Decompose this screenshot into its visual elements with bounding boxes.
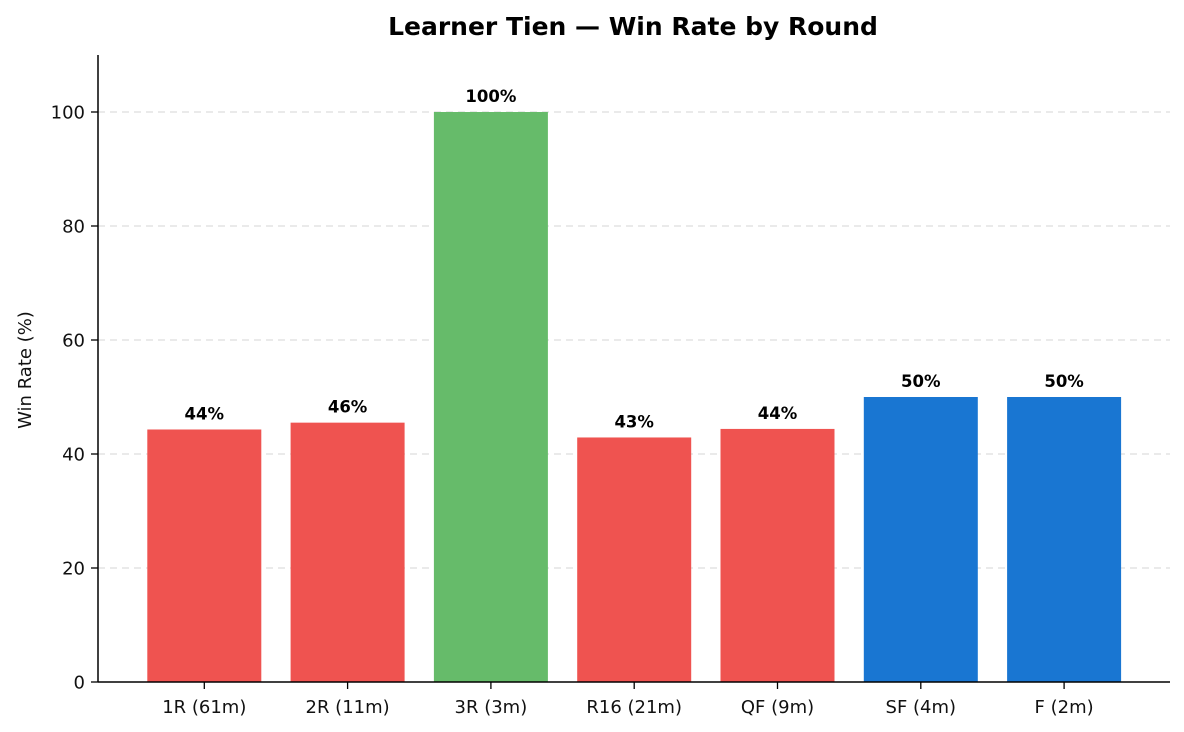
x-tick-label: 1R (61m) [162,697,246,718]
bar [577,437,692,682]
bar [720,428,835,682]
data-label: 46% [328,398,368,417]
bar [290,422,405,682]
data-label: 44% [185,404,225,423]
y-tick-label: 100 [51,103,85,124]
data-label: 50% [901,372,941,391]
x-ticks: 1R (61m) 2R (11m) 3R (3m) R16 (21m) QF (9m) S… [162,682,1094,718]
x-tick-label: SF (4m) [886,697,957,718]
x-tick-label: 3R (3m) [455,697,528,718]
y-tick-label: 80 [62,217,85,238]
x-tick-label: R16 (21m) [586,697,682,718]
y-tick-label: 40 [62,445,85,466]
x-tick-label: F (2m) [1035,697,1094,718]
y-axis-label: Win Rate (%) [15,311,36,429]
data-label: 100% [465,87,516,106]
y-ticks: 0 20 40 60 80 100 [51,103,98,694]
y-tick-label: 0 [74,673,85,694]
chart-title: Learner Tien — Win Rate by Round [388,12,878,41]
bar [863,397,978,682]
y-tick-label: 20 [62,559,85,580]
x-tick-label: QF (9m) [741,697,814,718]
bar [1007,397,1122,682]
bar [433,112,548,682]
data-label: 44% [758,404,798,423]
bars [147,112,1122,682]
data-labels: 44% 46% 100% 43% 44% 50% 50% [185,87,1085,431]
grid-lines [98,111,1170,569]
data-label: 43% [614,412,654,431]
y-tick-label: 60 [62,331,85,352]
data-label: 50% [1044,372,1084,391]
x-tick-label: 2R (11m) [306,697,390,718]
bar [147,429,262,682]
